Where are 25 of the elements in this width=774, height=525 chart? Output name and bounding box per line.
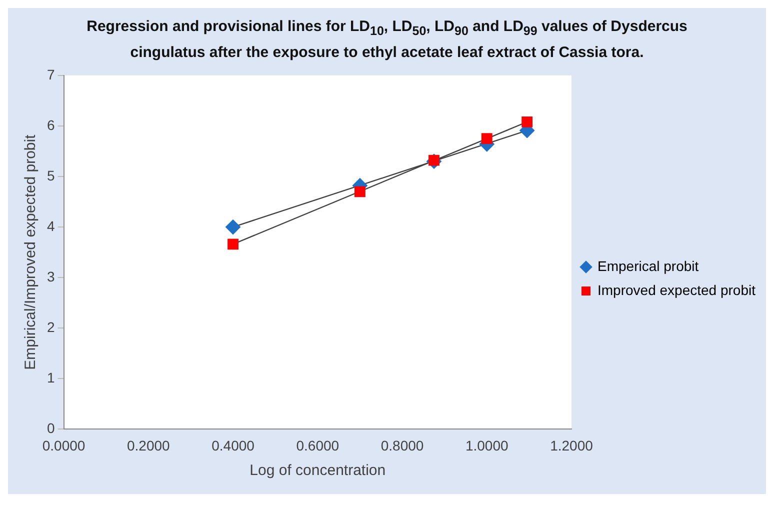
- x-tick-label: 0.8000: [380, 437, 424, 454]
- x-tick-label: 0.2000: [126, 437, 170, 454]
- legend-label: Improved expected probit: [598, 282, 756, 298]
- y-tick-label: 0: [46, 420, 55, 436]
- y-tick-label: 6: [46, 116, 55, 133]
- y-axis-title: Empirical/Improved expected probit: [22, 134, 40, 370]
- x-tick-label: 1.0000: [465, 437, 508, 454]
- y-tick-label: 7: [46, 66, 55, 82]
- x-tick-label: 0.6000: [296, 437, 340, 454]
- y-tick-label: 4: [46, 218, 55, 234]
- x-tick-label: 1.2000: [550, 437, 594, 454]
- chart-title: Regression and provisional lines for LD$_{10}$, LD$_{50}$, LD$_{90}$ and LD$_{99}$ values of Dysdercus cingulatus after the exposure to ethyl acetate leaf extract of Cassia tora.: [86, 18, 688, 61]
- x-tick-label: 0.0000: [42, 437, 86, 454]
- x-tick-label: 0.4000: [212, 437, 255, 454]
- y-tick-label: 5: [46, 167, 55, 184]
- point: [354, 186, 366, 198]
- x-axis-title: Log of concentration: [250, 462, 386, 480]
- point: [522, 116, 533, 128]
- y-tick-label: 1: [46, 370, 55, 386]
- y-tick-label: 2: [46, 318, 55, 335]
- y-tick-label: 3: [46, 268, 55, 284]
- point: [481, 133, 492, 144]
- point: [228, 238, 238, 250]
- point: [226, 220, 241, 235]
- legend-label: Emperical probit: [598, 258, 699, 274]
